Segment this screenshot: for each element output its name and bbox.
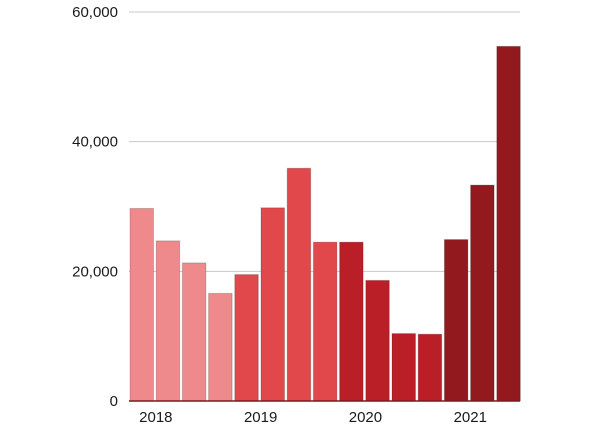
y-tick-label: 60,000 [72, 4, 118, 21]
bar-2019-q1 [234, 274, 259, 402]
bar-2020-q3 [391, 333, 416, 402]
x-tick-label-2018: 2018 [139, 409, 172, 426]
bar-2021-q1 [443, 239, 469, 402]
bar-2018-q1 [129, 207, 154, 402]
bar-2020-q4 [417, 333, 443, 402]
x-tick-label-2021: 2021 [454, 409, 487, 426]
y-tick-label: 0 [110, 393, 118, 410]
bar-2019-q3 [286, 167, 312, 402]
bar-2018-q2 [155, 240, 181, 402]
y-tick-label: 20,000 [72, 263, 118, 280]
y-tick-label: 40,000 [72, 134, 118, 151]
x-tick-label-2019: 2019 [244, 409, 277, 426]
bar-2021-q2 [470, 184, 495, 402]
bar-2019-q4 [312, 241, 338, 402]
bar-2018-q3 [181, 262, 207, 402]
gridlines [129, 11, 520, 272]
x-tick-label-2020: 2020 [349, 409, 382, 426]
bar-2021-q3 [496, 45, 521, 402]
bar-2018-q4 [208, 292, 233, 402]
bar-2020-q1 [339, 241, 364, 402]
axes: 0 20,000 40,000 60,000 2018 2019 2020 2021 [72, 4, 520, 426]
bar-2019-q2 [260, 207, 285, 402]
bars [129, 45, 521, 402]
bar-2020-q2 [365, 279, 390, 402]
